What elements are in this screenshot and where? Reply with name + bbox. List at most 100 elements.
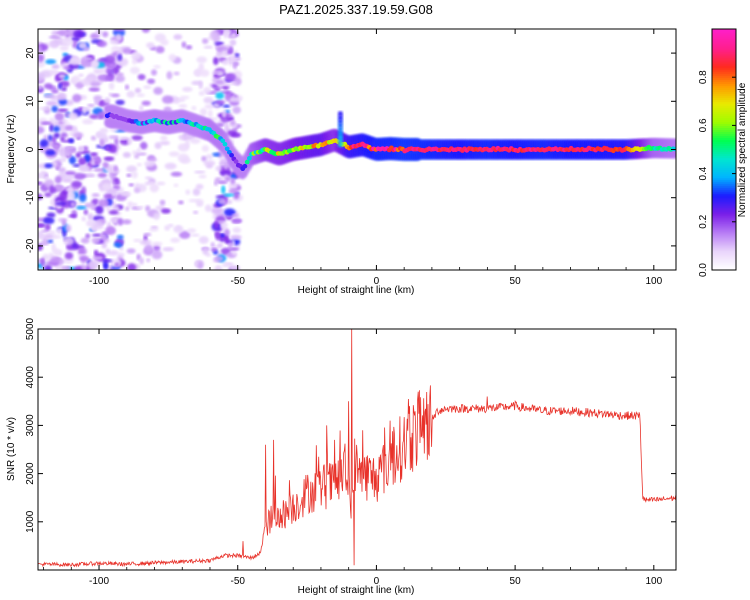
heatmap-noise-cell	[60, 136, 65, 142]
colorbar-cell	[712, 59, 736, 62]
heatmap-streak-cell	[337, 126, 343, 132]
heatmap-noise-cell	[78, 190, 85, 195]
heatmap-noise-cell	[217, 198, 226, 205]
heatmap-noise-cell	[61, 154, 67, 162]
heatmap-noise-cell	[127, 138, 133, 145]
colorbar-cell	[712, 77, 736, 80]
heatmap-noise-cell	[223, 163, 229, 170]
heatmap-noise-cell	[95, 205, 104, 215]
heatmap-noise-cell	[99, 233, 108, 241]
colorbar-cell	[712, 95, 736, 98]
snr-y-tick-label: 2000	[25, 462, 36, 485]
heatmap-noise-cell	[47, 239, 54, 243]
heatmap-noise-cell	[38, 181, 43, 186]
heatmap-noise-cell	[199, 69, 210, 77]
colorbar-gradient	[712, 29, 736, 271]
heatmap-noise-cell	[102, 258, 113, 263]
heatmap-noise-cell	[78, 42, 88, 49]
heatmap-noise-cell	[214, 265, 223, 270]
heatmap-noise-cell	[131, 51, 141, 60]
heatmap-noise-cell	[170, 237, 181, 243]
snr-x-tick-label: 100	[645, 576, 662, 587]
heatmap-noise-cell	[113, 165, 118, 172]
heatmap-ridge-cell	[229, 153, 235, 158]
heatmap-y-axis: -20 -10 0 10 20	[25, 47, 676, 253]
colorbar-cell	[712, 229, 736, 233]
colorbar-cell	[712, 179, 736, 183]
heatmap-noise-cell	[199, 108, 208, 116]
colorbar-cell	[712, 143, 736, 147]
heatmap-noise-cell	[230, 177, 236, 185]
heatmap-noise-cell	[164, 162, 177, 170]
heatmap-noise-cell	[38, 193, 43, 200]
colorbar-cell	[712, 173, 736, 177]
heatmap-noise-cell	[215, 166, 222, 171]
snr-y-label: SNR (10 * v/v)	[6, 417, 17, 481]
heatmap-noise-cell	[147, 157, 158, 162]
heatmap-noise-cell	[230, 234, 242, 240]
heatmap-noise-cell	[88, 260, 100, 269]
heatmap-noise-cell	[213, 180, 218, 186]
heatmap-noise-cell	[95, 131, 107, 139]
heatmap-noise-cell	[84, 202, 96, 208]
heatmap-noise-cell	[49, 124, 54, 133]
heatmap-noise-cell	[198, 91, 205, 96]
heatmap-noise-cell	[64, 252, 74, 260]
heatmap-noise-cell	[202, 38, 209, 44]
heatmap-noise-cell	[40, 121, 52, 125]
heatmap-streak-cell	[337, 130, 343, 136]
heatmap-noise-cell	[105, 226, 116, 236]
colorbar-cell	[712, 43, 736, 46]
colorbar-cell	[712, 129, 736, 133]
colorbar-cell	[712, 115, 736, 118]
heatmap-noise-cell	[59, 44, 69, 52]
snr-y-tick-label: 3000	[25, 414, 36, 437]
heatmap-noise-cell	[54, 175, 62, 184]
heatmap-noise-cell	[203, 160, 216, 167]
colorbar-cell	[712, 175, 736, 179]
heatmap-noise-cell	[129, 66, 140, 74]
heatmap-noise-cell	[57, 108, 69, 113]
heatmap-noise-cell	[78, 73, 84, 77]
heatmap-noise-cell	[221, 185, 226, 195]
heatmap-noise-cell	[91, 60, 99, 69]
heatmap-noise-cell	[48, 185, 56, 195]
heatmap-noise-cell	[203, 97, 214, 104]
colorbar-tick-label: 0.2	[698, 214, 709, 228]
heatmap-noise-cell	[128, 183, 135, 187]
heatmap-noise-cell	[162, 95, 174, 104]
heatmap-noise-cell	[38, 126, 45, 134]
colorbar-cell	[712, 201, 736, 205]
colorbar-cell	[712, 247, 736, 251]
heatmap-noise-cell	[75, 82, 84, 90]
heatmap-noise-cell	[160, 39, 169, 46]
heatmap-noise-cell	[43, 234, 54, 239]
heatmap-noise-cell	[191, 105, 197, 111]
snr-y-tick-label: 1000	[25, 510, 36, 533]
colorbar-cell	[712, 141, 736, 145]
heatmap-noise-cell	[80, 60, 93, 68]
colorbar-cell	[712, 191, 736, 195]
heatmap-noise-cell	[139, 239, 152, 246]
heatmap-noise-cell	[225, 176, 231, 182]
heatmap-noise-cell	[89, 152, 98, 157]
heatmap-noise-cell	[205, 154, 213, 160]
heatmap-noise-cell	[151, 241, 163, 246]
colorbar-label: Normalized spectral amplitude	[737, 82, 748, 217]
heatmap-noise-cell	[126, 173, 132, 177]
heatmap-noise-cell	[232, 106, 241, 114]
heatmap-noise-cell	[160, 208, 171, 214]
heatmap-noise-cell	[196, 56, 207, 64]
heatmap-noise-cell	[83, 77, 93, 86]
heatmap-noise-cell	[178, 104, 188, 109]
heatmap-noise-cell	[43, 217, 55, 225]
heatmap-noise-cell	[170, 171, 183, 177]
heatmap-noise-cell	[93, 249, 99, 256]
heatmap-noise-cell	[81, 216, 86, 222]
heatmap-noise-cell	[118, 136, 130, 141]
heatmap-noise-cell	[40, 257, 45, 267]
heatmap-noise-cell	[133, 238, 142, 243]
colorbar-cell	[712, 217, 736, 221]
colorbar-cell	[712, 91, 736, 94]
heatmap-noise-cell	[98, 100, 105, 106]
